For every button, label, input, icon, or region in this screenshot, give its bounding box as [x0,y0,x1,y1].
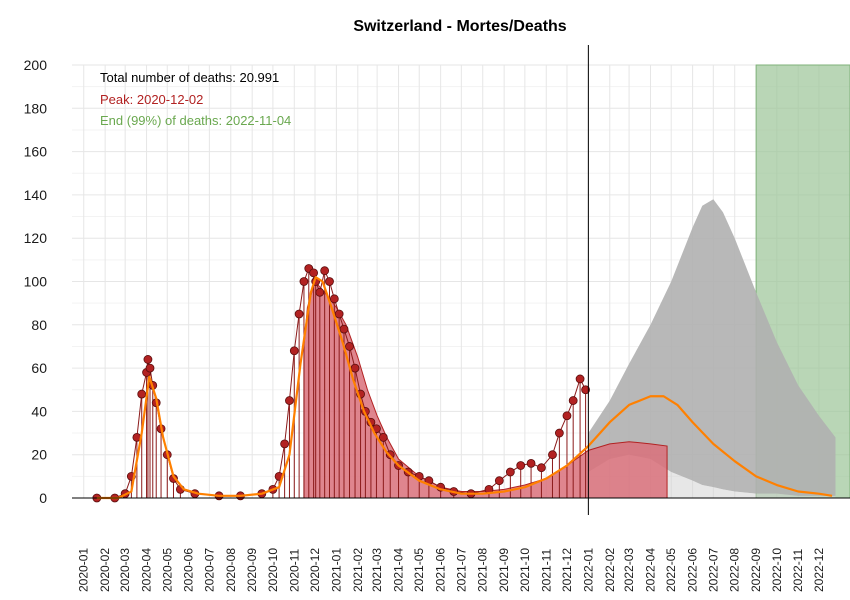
x-tick-label: 2020-11 [287,549,301,592]
observed-point [329,294,339,304]
x-tick-labels: 2020-01 2020-02 2020-03 2020-04 2020-05 2020-… [77,548,826,592]
x-tick-label: 2020-09 [245,548,259,592]
total-deaths-annotation: Total number of deaths: 20.991 [100,70,279,85]
x-tick-label: 2022-09 [749,548,763,592]
x-tick-label: 2022-03 [622,548,636,592]
observed-point [548,450,557,460]
observed-point [315,287,325,297]
observed-point [562,411,572,421]
x-tick-label: 2021-02 [351,548,365,592]
x-tick-label: 2021-12 [560,548,574,592]
y-tick-label: 120 [24,230,48,246]
x-tick-label: 2022-05 [664,548,678,592]
observed-point [494,476,504,486]
observed-point [345,342,354,351]
x-tick-label: 2021-03 [370,548,384,592]
x-tick-label: 2020-08 [224,548,238,592]
observed-point [137,389,147,399]
y-tick-label: 40 [31,403,47,419]
x-tick-label: 2020-02 [98,548,112,592]
observed-point [299,277,309,286]
x-tick-label: 2021-10 [518,548,532,592]
y-tick-label: 100 [24,274,48,290]
observed-point [143,355,153,364]
y-tick-label: 60 [31,360,47,376]
y-tick-label: 200 [24,57,48,73]
x-tick-label: 2021-08 [476,548,490,592]
observed-point [339,324,349,334]
x-tick-label: 2022-10 [770,548,784,592]
observed-point [516,461,526,470]
y-tick-label: 0 [39,490,47,506]
observed-point [505,467,515,477]
x-tick-label: 2020-04 [140,548,154,592]
end-annotation: End (99%) of deaths: 2022-11-04 [100,113,291,128]
y-tick-label: 20 [31,447,47,463]
observed-point [325,277,334,286]
x-tick-label: 2020-03 [118,548,132,592]
x-tick-label: 2021-05 [412,548,426,592]
x-tick-label: 2022-08 [728,548,742,592]
observed-point [568,396,578,405]
fitted-curve [96,276,833,500]
x-tick-label: 2022-12 [812,548,826,592]
observed-point [334,309,344,319]
observed-point [526,458,536,468]
x-tick-label: 2022-11 [791,549,805,592]
fitted-curve-layer [96,276,833,500]
x-tick-label: 2021-01 [329,548,343,592]
x-tick-label: 2020-10 [266,548,280,592]
observed-point [294,309,304,319]
observed-point [575,374,585,384]
observed-point [285,396,294,405]
x-tick-label: 2021-09 [497,548,511,592]
axes-layer [72,45,850,515]
observed-point [320,266,330,276]
x-tick-label: 2022-02 [603,548,617,592]
x-tick-label: 2020-06 [182,548,196,592]
observed-point [581,385,591,395]
x-tick-label: 2020-07 [202,548,216,592]
y-tick-labels: 0 20 40 60 80 100 120 140 160 180 200 [24,57,48,506]
x-tick-label: 2022-06 [686,548,700,592]
x-tick-label: 2020-05 [160,548,174,592]
observed-point [145,363,155,373]
observed-point [309,268,319,278]
x-tick-label: 2021-07 [454,548,468,592]
y-tick-label: 80 [31,317,47,333]
x-tick-label: 2021-06 [434,548,448,592]
observed-point [378,432,388,442]
chart-title: Switzerland - Mortes/Deaths [353,18,566,35]
observed-point [554,428,564,438]
x-tick-label: 2020-01 [77,548,91,592]
y-tick-label: 160 [24,144,48,160]
x-tick-label: 2022-07 [706,548,720,592]
y-tick-label: 140 [24,187,48,203]
observed-point [289,346,299,356]
forecast-envelope [588,199,836,496]
x-tick-label: 2021-11 [539,549,553,592]
y-tick-label: 180 [24,100,48,116]
peak-annotation: Peak: 2020-12-02 [100,92,203,107]
x-tick-label: 2021-04 [392,548,406,592]
observed-point [537,463,546,473]
x-tick-label: 2020-12 [308,548,322,592]
x-tick-label: 2022-01 [581,548,595,592]
x-tick-label: 2022-04 [643,548,657,592]
observed-point [280,439,290,449]
observed-point [350,363,360,373]
